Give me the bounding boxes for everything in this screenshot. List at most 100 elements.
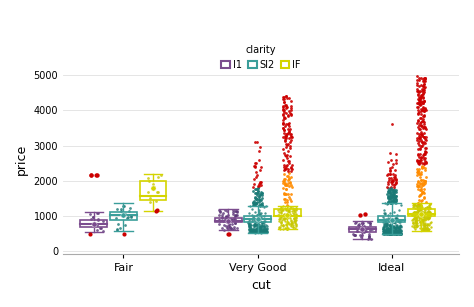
- Point: [413, 78, 421, 83]
- Point: [118, 206, 125, 211]
- Point: [419, 227, 426, 231]
- Point: [393, 231, 401, 236]
- Point: [251, 228, 258, 233]
- Point: [419, 100, 427, 105]
- Point: [92, 173, 100, 178]
- Point: [280, 130, 287, 135]
- Point: [387, 189, 394, 194]
- Point: [253, 226, 261, 231]
- Point: [383, 222, 391, 227]
- Point: [218, 216, 225, 220]
- Point: [86, 211, 94, 216]
- Point: [230, 227, 237, 232]
- Point: [410, 201, 418, 206]
- Point: [288, 182, 295, 187]
- Bar: [110, 212, 137, 220]
- Point: [247, 225, 255, 230]
- Point: [385, 228, 393, 233]
- Point: [283, 216, 290, 221]
- Point: [393, 228, 401, 233]
- Point: [383, 231, 391, 235]
- Point: [385, 177, 392, 182]
- Point: [416, 157, 423, 162]
- Point: [283, 199, 291, 204]
- Point: [257, 182, 265, 187]
- Point: [388, 227, 395, 232]
- Point: [414, 209, 422, 214]
- Point: [419, 77, 427, 82]
- Point: [391, 226, 399, 231]
- Point: [410, 204, 417, 209]
- Point: [384, 171, 392, 176]
- Point: [423, 227, 430, 232]
- Point: [393, 227, 401, 232]
- Point: [256, 168, 264, 173]
- Point: [414, 104, 421, 109]
- Point: [288, 174, 295, 179]
- Point: [410, 224, 418, 229]
- Point: [276, 216, 284, 221]
- Point: [384, 227, 392, 232]
- Point: [278, 206, 285, 211]
- Point: [386, 231, 394, 235]
- Point: [383, 229, 390, 234]
- Point: [414, 121, 421, 126]
- Point: [252, 227, 260, 232]
- Point: [381, 229, 388, 234]
- Point: [383, 229, 390, 234]
- Point: [392, 226, 399, 231]
- Point: [281, 211, 288, 216]
- Point: [282, 222, 289, 227]
- Point: [282, 167, 289, 172]
- Point: [245, 227, 253, 232]
- Point: [382, 230, 389, 235]
- Point: [88, 172, 95, 177]
- Point: [260, 225, 267, 230]
- Point: [416, 204, 423, 208]
- Point: [157, 172, 165, 177]
- Point: [367, 236, 374, 241]
- Point: [285, 96, 292, 101]
- Point: [280, 185, 287, 190]
- Point: [397, 228, 404, 233]
- Point: [419, 183, 426, 188]
- Point: [419, 153, 427, 158]
- Point: [409, 220, 417, 225]
- Point: [426, 204, 433, 209]
- Point: [285, 109, 293, 114]
- Point: [426, 206, 434, 211]
- Point: [422, 216, 429, 221]
- Point: [392, 232, 400, 237]
- Point: [384, 231, 392, 236]
- Point: [250, 229, 257, 234]
- Point: [234, 226, 241, 231]
- Point: [416, 172, 424, 177]
- Point: [255, 148, 262, 153]
- Point: [413, 81, 421, 86]
- Point: [285, 184, 293, 189]
- Point: [413, 166, 420, 171]
- Point: [283, 142, 291, 147]
- Point: [418, 203, 425, 208]
- Point: [387, 168, 394, 173]
- Point: [279, 96, 286, 101]
- Point: [419, 95, 427, 99]
- Point: [257, 215, 265, 220]
- Point: [381, 218, 389, 223]
- Point: [278, 218, 286, 223]
- Point: [255, 223, 263, 228]
- Point: [420, 195, 428, 200]
- Point: [415, 217, 422, 222]
- Point: [292, 223, 300, 227]
- Point: [393, 216, 401, 220]
- Bar: [139, 181, 166, 200]
- Point: [246, 223, 253, 228]
- Point: [387, 200, 395, 205]
- Point: [413, 181, 421, 186]
- Point: [128, 215, 135, 220]
- Point: [365, 233, 373, 238]
- Point: [219, 211, 227, 216]
- Point: [229, 208, 237, 212]
- Point: [411, 214, 419, 219]
- Point: [410, 216, 418, 221]
